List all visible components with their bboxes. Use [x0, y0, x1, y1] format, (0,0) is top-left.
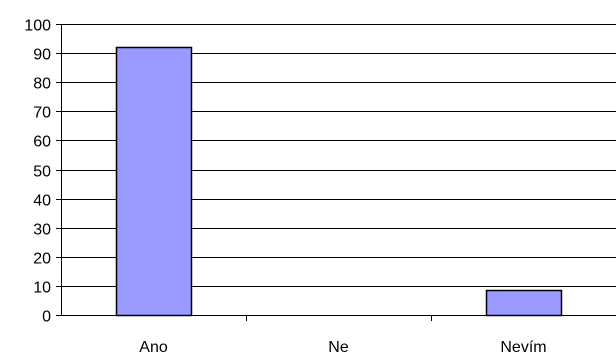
y-tick-label: 10 [33, 280, 51, 297]
y-tick-label: 70 [33, 105, 51, 122]
y-tick-label: 80 [33, 76, 51, 93]
bar-ano [115, 46, 193, 317]
y-tick-label: 60 [33, 134, 51, 151]
y-tick-label: 40 [33, 193, 51, 210]
bar-nevím [485, 289, 563, 317]
x-tick-label: Nevím [500, 339, 546, 356]
bars [115, 46, 563, 317]
y-tick-label: 0 [42, 309, 51, 326]
y-tick-label: 50 [33, 164, 51, 181]
y-tick-label: 20 [33, 251, 51, 268]
tick-labels: 0 10 20 30 40 50 60 70 80 90 100 Ano Ne Nevím [24, 18, 546, 356]
x-tick-label: Ne [328, 339, 349, 356]
y-tick-label: 30 [33, 222, 51, 239]
y-tick-label: 90 [33, 47, 51, 64]
y-tick-label: 100 [24, 18, 51, 35]
x-tick-label: Ano [139, 339, 168, 356]
